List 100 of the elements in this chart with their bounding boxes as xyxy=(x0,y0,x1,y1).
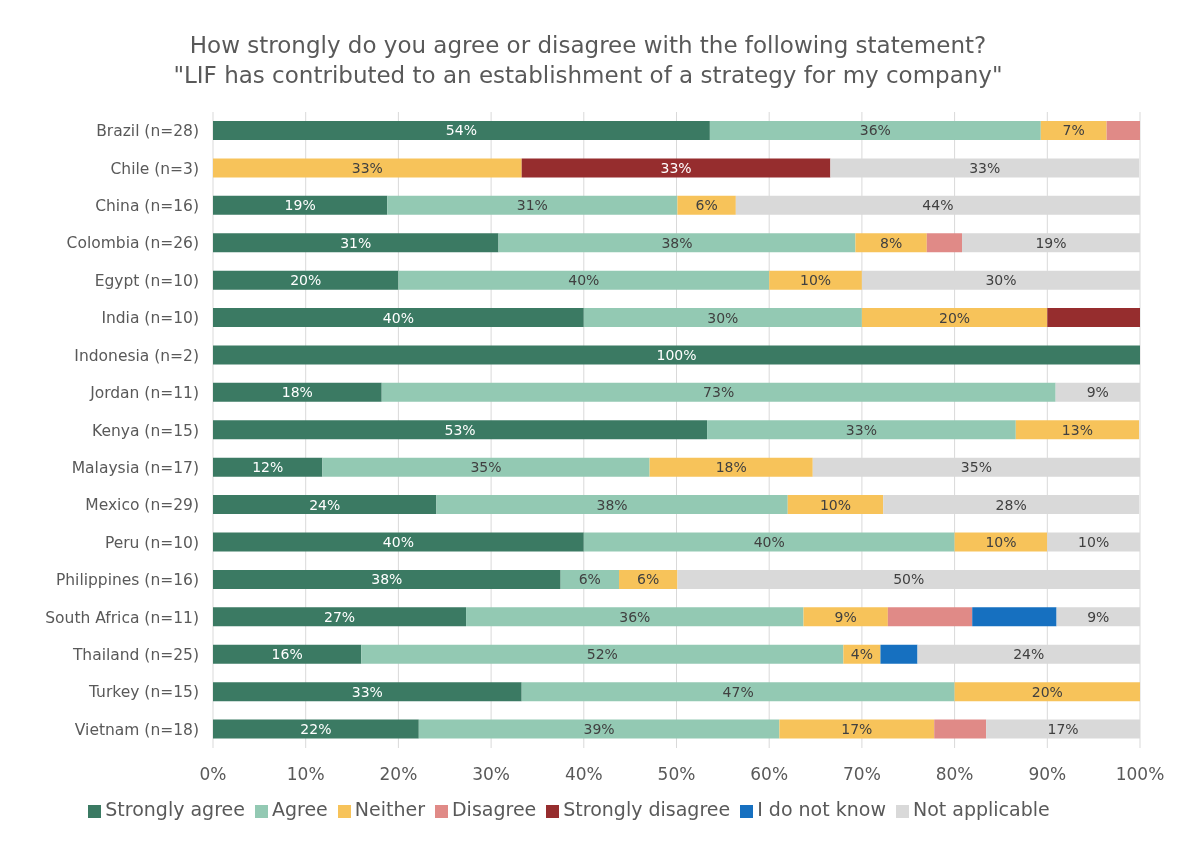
bar xyxy=(880,644,918,664)
y-tick-label: China (n=16) xyxy=(95,197,199,216)
y-tick-label: Thailand (n=25) xyxy=(71,645,199,664)
bar xyxy=(213,158,522,178)
data-label: 12% xyxy=(252,459,284,476)
x-tick-label: 50% xyxy=(657,764,696,785)
y-tick-label: Indonesia (n=2) xyxy=(74,346,199,365)
x-tick-label: 30% xyxy=(472,764,510,785)
legend-label: Disagree xyxy=(451,798,537,820)
bar xyxy=(707,420,1016,440)
bar xyxy=(213,682,522,702)
bar xyxy=(213,495,437,515)
bar xyxy=(322,457,650,477)
data-label: 10% xyxy=(799,272,832,289)
bar xyxy=(213,607,467,627)
data-label: 9% xyxy=(834,608,857,625)
bar xyxy=(1015,420,1140,440)
legend-label: Strongly agree xyxy=(105,798,245,820)
x-tick-label: 0% xyxy=(199,764,227,785)
bar xyxy=(954,682,1140,702)
bar xyxy=(709,120,1041,140)
bar xyxy=(361,644,844,664)
data-label: 4% xyxy=(850,646,874,663)
legend-label: Agree xyxy=(271,798,328,820)
data-label: 10% xyxy=(985,534,1017,551)
bar xyxy=(213,719,419,739)
bar xyxy=(972,607,1057,627)
data-label: 6% xyxy=(578,571,601,588)
data-label: 24% xyxy=(1013,646,1045,663)
data-label: 20% xyxy=(290,272,322,289)
x-tick-label: 80% xyxy=(935,764,974,785)
y-tick-label: Mexico (n=29) xyxy=(85,496,199,515)
data-label: 13% xyxy=(1061,421,1093,438)
bar xyxy=(213,233,499,253)
bar xyxy=(1040,120,1107,140)
bar xyxy=(213,308,584,328)
data-label: 36% xyxy=(619,608,651,625)
data-label: 54% xyxy=(445,122,477,139)
bar xyxy=(213,644,362,664)
bar xyxy=(398,270,770,290)
data-label: 10% xyxy=(819,496,852,513)
bar xyxy=(787,495,884,515)
x-tick-label: 70% xyxy=(843,764,881,785)
data-label: 18% xyxy=(281,384,313,401)
bar xyxy=(418,719,780,739)
data-label: 40% xyxy=(382,309,414,326)
data-label: 30% xyxy=(985,272,1017,289)
y-tick-label: Kenya (n=15) xyxy=(92,421,199,440)
bar xyxy=(926,233,963,253)
data-label: 33% xyxy=(969,159,1001,176)
legend-label: Not applicable xyxy=(912,798,1050,820)
bar xyxy=(803,607,888,627)
y-tick-label: Turkey (n=15) xyxy=(88,683,199,702)
bar xyxy=(213,195,388,215)
y-tick-label: Colombia (n=26) xyxy=(66,234,199,253)
bar xyxy=(934,719,987,739)
bar xyxy=(213,532,584,552)
data-label: 53% xyxy=(444,421,476,438)
data-label: 40% xyxy=(382,534,414,551)
data-label: 38% xyxy=(661,234,693,251)
bar xyxy=(213,420,708,440)
data-label: 52% xyxy=(586,646,618,663)
bar xyxy=(381,382,1056,402)
x-tick-label: 20% xyxy=(379,764,418,785)
data-label: 16% xyxy=(271,646,303,663)
data-label: 39% xyxy=(583,721,615,738)
data-label: 9% xyxy=(1087,608,1110,625)
data-label: 31% xyxy=(340,234,372,251)
data-label: 73% xyxy=(703,384,735,401)
y-tick-label: Vietnam (n=18) xyxy=(74,720,199,739)
x-tick-label: 10% xyxy=(286,764,325,785)
data-label: 20% xyxy=(939,309,971,326)
bar xyxy=(583,532,955,552)
data-label: 100% xyxy=(656,346,697,363)
data-label: 50% xyxy=(893,571,925,588)
y-tick-label: Malaysia (n=17) xyxy=(71,458,199,477)
bar xyxy=(213,270,399,290)
data-label: 7% xyxy=(1062,122,1085,139)
data-label: 9% xyxy=(1086,384,1109,401)
y-tick-label: India (n=10) xyxy=(101,309,199,328)
legend-label: Strongly disagree xyxy=(563,798,731,820)
data-label: 28% xyxy=(995,496,1027,513)
data-label: 40% xyxy=(753,534,785,551)
bar xyxy=(779,719,935,739)
bar xyxy=(498,233,856,253)
bar xyxy=(213,457,323,477)
x-tick-label: 40% xyxy=(564,764,603,785)
data-label: 18% xyxy=(715,459,747,476)
bar xyxy=(887,607,973,627)
bar xyxy=(649,457,813,477)
data-label: 44% xyxy=(922,197,954,214)
data-label: 27% xyxy=(323,608,356,625)
bar xyxy=(1106,120,1140,140)
data-label: 22% xyxy=(300,721,332,738)
data-label: 20% xyxy=(1031,683,1063,700)
bar xyxy=(954,532,1048,552)
data-label: 8% xyxy=(879,234,903,251)
bar xyxy=(769,270,862,290)
bar xyxy=(861,308,1048,328)
data-label: 24% xyxy=(309,496,341,513)
